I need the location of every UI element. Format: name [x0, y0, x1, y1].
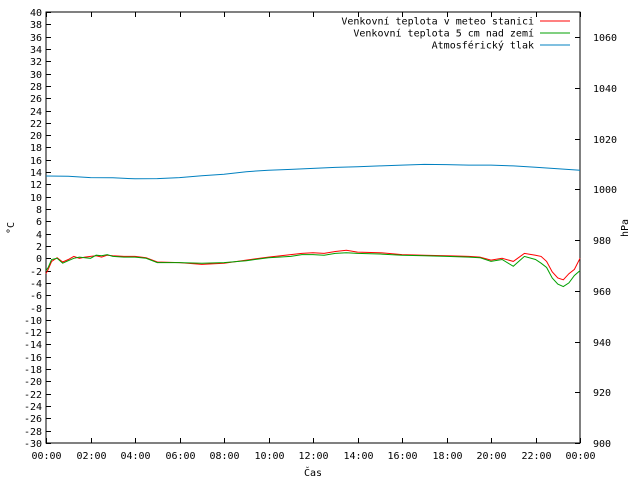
y-tick-label: 14 [30, 168, 42, 179]
y2-tick-label: 1020 [593, 135, 617, 146]
y-tick-label: -4 [30, 279, 42, 290]
x-tick-label: 00:00 [565, 451, 595, 462]
y-tick-label: 8 [36, 205, 42, 216]
y-tick-label: -18 [24, 365, 42, 376]
y-tick-label: 20 [30, 131, 42, 142]
y-tick-label: 24 [30, 107, 42, 118]
y-tick-label: 18 [30, 143, 42, 154]
y-tick-label: -2 [30, 267, 42, 278]
x-tick-label: 22:00 [521, 451, 551, 462]
y-tick-label: 10 [30, 193, 42, 204]
y-tick-label: 28 [30, 82, 42, 93]
y2-tick-label: 960 [593, 287, 611, 298]
y-tick-label: -20 [24, 377, 42, 388]
x-tick-label: 14:00 [343, 451, 373, 462]
x-tick-label: 12:00 [298, 451, 328, 462]
y2-tick-label: 1060 [593, 33, 617, 44]
y-axis-label: °C [6, 222, 17, 234]
y-tick-label: -12 [24, 328, 42, 339]
legend-label-0: Venkovní teplota v meteo stanici [341, 16, 534, 28]
y-tick-label: -10 [24, 316, 42, 327]
x-tick-label: 18:00 [432, 451, 462, 462]
y2-tick-label: 1000 [593, 185, 617, 196]
series-line-2 [45, 163, 581, 180]
y-tick-label: -6 [30, 291, 42, 302]
y-tick-label: 12 [30, 180, 42, 191]
x-tick-label: 04:00 [120, 451, 150, 462]
y-tick-label: 2 [36, 242, 42, 253]
y2-tick-label: 900 [593, 439, 611, 450]
y-tick-label: 38 [30, 20, 42, 31]
y-tick-label: 6 [36, 217, 42, 228]
x-tick-label: 00:00 [31, 451, 61, 462]
legend-label-2: Atmosférický tlak [432, 40, 534, 52]
y2-tick-label: 1040 [593, 84, 617, 95]
y-tick-label: 40 [30, 8, 42, 19]
y2-tick-label: 920 [593, 388, 611, 399]
x-tick-label: 20:00 [476, 451, 506, 462]
y-tick-label: 16 [30, 156, 42, 167]
y-tick-label: -24 [24, 402, 42, 413]
y-tick-label: 34 [30, 45, 42, 56]
legend-label-1: Venkovní teplota 5 cm nad zemí [353, 28, 534, 40]
series-line-1 [45, 252, 581, 288]
y-tick-label: -16 [24, 353, 42, 364]
x-tick-label: 02:00 [76, 451, 106, 462]
y2-tick-label: 980 [593, 236, 611, 247]
y-tick-label: -8 [30, 304, 42, 315]
y-tick-label: -28 [24, 427, 42, 438]
y-tick-label: -14 [24, 340, 42, 351]
x-axis-label: Čas [304, 466, 322, 479]
y2-axis-label: hPa [620, 219, 631, 237]
x-tick-label: 06:00 [165, 451, 195, 462]
y-tick-label: 32 [30, 57, 42, 68]
x-tick-label: 08:00 [209, 451, 239, 462]
y-tick-label: -30 [24, 439, 42, 450]
y-tick-label: 22 [30, 119, 42, 130]
y-tick-label: -22 [24, 390, 42, 401]
y-tick-label: 36 [30, 33, 42, 44]
y2-tick-label: 940 [593, 338, 611, 349]
y-tick-label: -26 [24, 414, 42, 425]
series-line-0 [45, 249, 581, 281]
x-tick-label: 10:00 [254, 451, 284, 462]
y-tick-label: 4 [36, 230, 42, 241]
y-tick-label: 30 [30, 70, 42, 81]
plot-frame [45, 11, 581, 444]
x-tick-label: 16:00 [387, 451, 417, 462]
y-tick-label: 0 [36, 254, 42, 265]
y-tick-label: 26 [30, 94, 42, 105]
